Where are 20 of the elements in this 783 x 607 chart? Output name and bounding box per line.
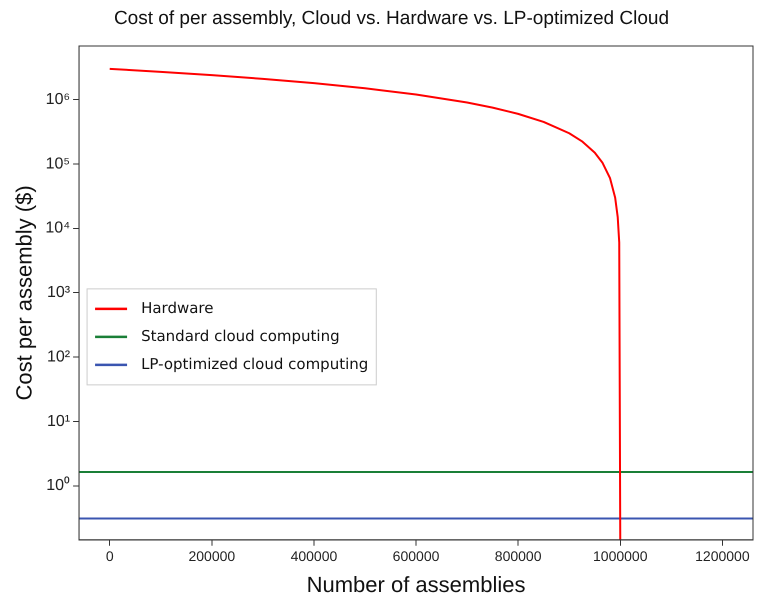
x-tick-label: 1000000 <box>593 548 648 564</box>
y-tick-label: 10⁰ <box>46 476 70 494</box>
legend-label: Hardware <box>141 298 214 317</box>
x-tick-label: 200000 <box>188 548 236 564</box>
chart-title: Cost of per assembly, Cloud vs. Hardware vs. LP-optimized Cloud <box>112 8 670 30</box>
y-tick-label: 10³ <box>46 284 71 302</box>
x-axis-title: Number of assemblies <box>306 572 526 597</box>
y-tick-label: 10¹ <box>46 412 70 430</box>
x-tick-label: 400000 <box>290 548 338 564</box>
x-tick-label: 1200000 <box>695 548 750 564</box>
y-axis-title: Cost per assembly ($) <box>11 185 36 400</box>
x-tick-label: 600000 <box>392 548 440 564</box>
legend-label: Standard cloud computing <box>141 326 340 345</box>
y-tick-label: 10⁵ <box>46 155 70 172</box>
y-tick-label: 10² <box>46 348 71 366</box>
x-tick-label: 0 <box>106 548 114 564</box>
y-tick-label: 10⁶ <box>46 90 70 108</box>
legend-label: LP-optimized cloud computing <box>141 354 368 373</box>
y-tick-label: 10⁴ <box>45 220 70 237</box>
x-tick-label: 800000 <box>494 548 542 564</box>
